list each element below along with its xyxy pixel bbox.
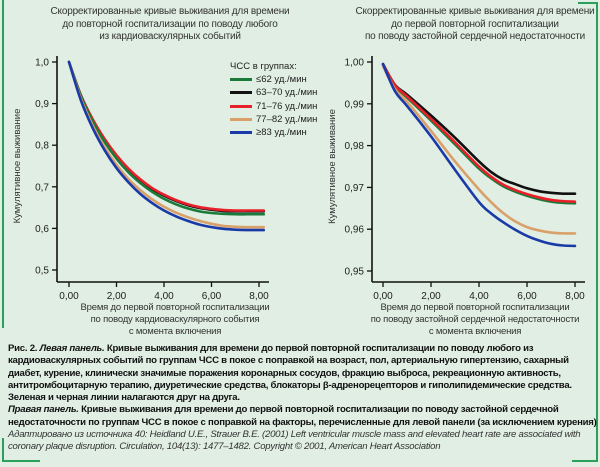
legend-label: 77–82 уд./мин bbox=[256, 113, 318, 125]
right-chart: 0,95 0,96 0,97 0,98 0,99 1,00 0,00 2,00 4,00 6,00… bbox=[327, 56, 585, 302]
right-x-axis-title: Время до первой повторной госпитализации… bbox=[355, 302, 595, 338]
right-title-line: до первой повторной госпитализации bbox=[391, 18, 559, 30]
legend-label: ≥83 уд./мин bbox=[256, 126, 307, 138]
legend-swatch bbox=[230, 131, 252, 135]
right-chart-series-line bbox=[381, 62, 577, 196]
left-chart: 0,5 0,6 0,7 0,8 0,9 1,0 0,00 2,00 4,00 6,00 8,00 Ку… bbox=[12, 56, 269, 302]
right-chart-y-tick-label: 1,00 bbox=[345, 58, 365, 69]
legend-swatch bbox=[230, 104, 252, 108]
figure-label: Рис. 2. bbox=[8, 343, 38, 354]
legend-swatch bbox=[230, 78, 252, 82]
left-chart-y-tick-label: 0,6 bbox=[35, 224, 49, 235]
right-chart-series-line bbox=[381, 62, 577, 203]
left-chart-series-line bbox=[67, 60, 266, 216]
left-chart-x-tick-label: 8,00 bbox=[249, 291, 269, 302]
right-xlabel-line: Время до первой повторной госпитализации bbox=[380, 302, 570, 313]
left-chart-title: Скорректированные кривые выживания для в… bbox=[40, 6, 300, 44]
frame-left-bottom bbox=[2, 438, 4, 462]
left-chart-y-tick-label: 0,7 bbox=[35, 182, 49, 193]
right-chart-y-tick-label: 0,96 bbox=[345, 225, 365, 236]
left-chart-y-axis-title: Кумулятивное выживание bbox=[12, 109, 23, 224]
right-title-line: Скорректированные кривые выживания для в… bbox=[355, 6, 595, 17]
legend-swatch bbox=[230, 117, 252, 121]
right-chart-x-tick-label: 0,00 bbox=[373, 291, 393, 302]
legend-swatch bbox=[230, 91, 252, 95]
frame-right-bottom-h bbox=[572, 460, 598, 462]
frame-right bbox=[596, 2, 598, 462]
right-chart-y-tick-label: 0,99 bbox=[345, 99, 365, 110]
left-chart-y-tick-label: 0,5 bbox=[35, 266, 49, 277]
legend-item: 77–82 уд./мин bbox=[230, 113, 317, 126]
left-title-line: Скорректированные кривые выживания для в… bbox=[50, 6, 290, 17]
right-chart-y-tick-label: 0,95 bbox=[345, 267, 365, 278]
right-xlabel-line: с момента включения bbox=[428, 326, 522, 337]
left-title-line: из кардиоваскулярных событий bbox=[99, 31, 241, 42]
right-chart-x-tick-label: 6,00 bbox=[517, 291, 537, 302]
left-x-axis-title: Время до первой повторной госпитализации… bbox=[50, 302, 300, 338]
right-chart-y-tick-label: 0,97 bbox=[345, 183, 365, 194]
right-chart-series-line bbox=[381, 62, 577, 205]
right-chart-y-axis-title: Кумулятивное выживание bbox=[327, 109, 338, 224]
right-chart-series-line bbox=[381, 62, 577, 248]
right-chart-x-tick-label: 2,00 bbox=[421, 291, 441, 302]
frame-left-bottom-h bbox=[2, 460, 40, 462]
right-chart-x-tick-label: 8,00 bbox=[565, 291, 585, 302]
left-chart-y-tick-label: 0,9 bbox=[35, 99, 49, 110]
left-xlabel-line: с момента включения bbox=[128, 326, 222, 337]
left-chart-y-tick-label: 0,8 bbox=[35, 141, 49, 152]
frame-left-top bbox=[2, 0, 4, 328]
legend-item: 63–70 уд./мин bbox=[230, 86, 317, 99]
left-chart-x-tick-label: 6,00 bbox=[202, 291, 222, 302]
left-chart-x-tick-label: 4,00 bbox=[154, 291, 174, 302]
left-xlabel-line: по поводу кардиоваскулярного события bbox=[90, 314, 260, 325]
right-chart-x-tick-label: 4,00 bbox=[469, 291, 489, 302]
right-panel-text: Кривые выживания для времени до первой п… bbox=[8, 404, 597, 428]
legend-label: 63–70 уд./мин bbox=[256, 87, 318, 99]
right-chart-title: Скорректированные кривые выживания для в… bbox=[355, 6, 595, 44]
frame-right-top-h bbox=[578, 2, 598, 4]
right-xlabel-line: по поводу застойной сердечной недостаточ… bbox=[370, 314, 580, 325]
legend-label: 71–76 уд./мин bbox=[256, 100, 318, 112]
left-title-line: до повторной госпитализации по поводу лю… bbox=[62, 18, 278, 30]
legend-item: ≤62 уд./мин bbox=[230, 73, 317, 86]
legend-title: ЧСС в группах: bbox=[230, 61, 297, 72]
source-citation: Адаптировано из источника 40: Heidland U… bbox=[8, 429, 581, 453]
left-chart-series-line bbox=[67, 60, 266, 229]
legend-item: 71–76 уд./мин bbox=[230, 100, 317, 113]
left-chart-series-line bbox=[67, 60, 266, 232]
left-chart-y-tick-label: 1,0 bbox=[35, 58, 49, 69]
legend-item: ≥83 уд./мин bbox=[230, 126, 317, 139]
legend-label: ≤62 уд./мин bbox=[256, 74, 307, 86]
left-panel-text: Кривые выживания для времени до первой п… bbox=[8, 343, 572, 404]
figure-caption: Рис. 2. Левая панель. Кривые выживания д… bbox=[8, 343, 598, 454]
left-panel-label: Левая панель. bbox=[39, 343, 105, 354]
left-xlabel-line: Время до первой повторной госпитализации bbox=[80, 302, 270, 313]
right-title-line: по поводу застойной сердечной недостаточ… bbox=[364, 31, 586, 42]
left-chart-x-tick-label: 2,00 bbox=[107, 291, 127, 302]
right-panel-label: Правая панель. bbox=[8, 404, 79, 416]
left-chart-series-line bbox=[67, 60, 266, 212]
right-chart-y-tick-label: 0,98 bbox=[345, 141, 365, 152]
right-chart-series-line bbox=[381, 64, 577, 235]
legend: ЧСС в группах: ≤62 уд./мин 63–70 уд./мин… bbox=[230, 60, 317, 139]
left-chart-x-tick-label: 0,00 bbox=[59, 291, 79, 302]
